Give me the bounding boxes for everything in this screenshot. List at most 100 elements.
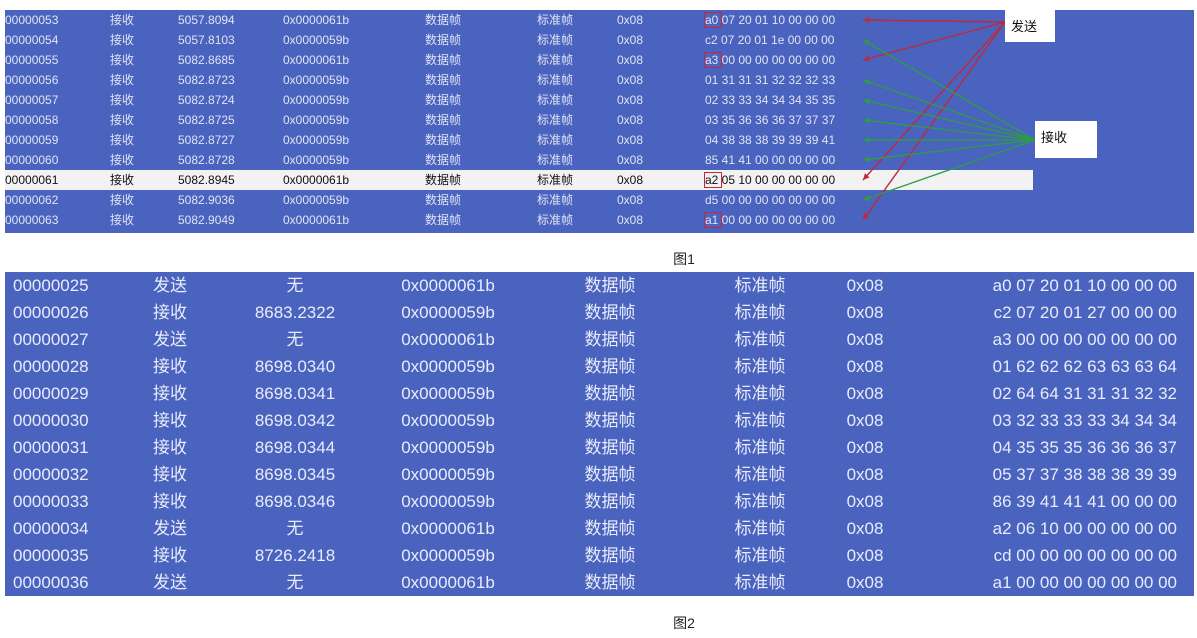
direction-cell: 接收 [153, 357, 187, 376]
direction-cell: 发送 [153, 276, 187, 295]
length-cell: 0x08 [617, 13, 644, 27]
data-cell: a0 07 20 01 10 00 00 00 [992, 276, 1177, 295]
direction-cell: 接收 [153, 384, 187, 403]
table-row[interactable]: 00000031 接收 8698.0344 0x0000059b 数据帧 标准帧 0x08 0… [5, 434, 1194, 461]
frame-format-cell: 标准帧 [537, 13, 574, 27]
table-row[interactable]: 00000032 接收 8698.0345 0x0000059b 数据帧 标准帧 0x08 0… [5, 461, 1194, 488]
frame-type-cell: 数据帧 [584, 573, 636, 592]
direction-cell: 接收 [110, 53, 135, 67]
frame-format-cell: 标准帧 [537, 213, 574, 227]
data-cell: 02 64 64 31 31 31 32 32 [992, 384, 1177, 403]
can-id-cell: 0x0000059b [401, 465, 495, 484]
table-row[interactable]: 00000054 接收 5057.8103 0x0000059b 数据帧 标准帧 0x08 c… [5, 30, 1033, 50]
frame-type-cell: 数据帧 [425, 93, 462, 107]
table-row[interactable]: 00000055 接收 5082.8685 0x0000061b 数据帧 标准帧 0x08 a… [5, 50, 1033, 70]
can-id-cell: 0x0000061b [283, 53, 350, 67]
frame-format-cell: 标准帧 [734, 330, 786, 349]
table-row[interactable]: 00000058 接收 5082.8725 0x0000059b 数据帧 标准帧 0x08 0… [5, 110, 1033, 130]
data-cell: a2 05 10 00 00 00 00 00 [705, 173, 836, 187]
red-arrow-icon [862, 19, 1006, 23]
frame-type-cell: 数据帧 [584, 357, 636, 376]
table-row[interactable]: 00000057 接收 5082.8724 0x0000059b 数据帧 标准帧 0x08 0… [5, 90, 1033, 110]
green-arrow-icon-head [863, 195, 870, 201]
time-cell: 5082.9036 [178, 193, 235, 207]
length-cell: 0x08 [846, 546, 884, 565]
table-row[interactable]: 00000036 发送 无 0x0000061b 数据帧 标准帧 0x08 a1 00 00 … [5, 569, 1194, 596]
can-id-cell: 0x0000061b [401, 276, 495, 295]
table-row[interactable]: 00000034 发送 无 0x0000061b 数据帧 标准帧 0x08 a2 06 10 … [5, 515, 1194, 542]
table-row[interactable]: 00000061 接收 5082.8945 0x0000061b 数据帧 标准帧 0x08 a… [5, 170, 1033, 190]
table-row[interactable]: 00000029 接收 8698.0341 0x0000059b 数据帧 标准帧 0x08 0… [5, 380, 1194, 407]
time-cell: 5057.8094 [178, 13, 235, 27]
table-row[interactable]: 00000056 接收 5082.8723 0x0000059b 数据帧 标准帧 0x08 0… [5, 70, 1033, 90]
direction-cell: 接收 [110, 13, 135, 27]
frame-type-cell: 数据帧 [425, 133, 462, 147]
direction-cell: 接收 [110, 113, 135, 127]
time-cell: 8698.0342 [254, 411, 336, 430]
figure1-annotation-arrows [862, 17, 1036, 221]
table-row[interactable]: 00000062 接收 5082.9036 0x0000059b 数据帧 标准帧 0x08 d… [5, 190, 1033, 210]
frame-format-cell: 标准帧 [734, 411, 786, 430]
green-arrow-icon [862, 119, 1036, 141]
frame-type-cell: 数据帧 [584, 303, 636, 322]
green-arrow-icon-head [863, 136, 870, 144]
red-arrow-icon-head [863, 55, 870, 62]
frame-type-cell: 数据帧 [425, 33, 462, 47]
table-row[interactable]: 00000028 接收 8698.0340 0x0000059b 数据帧 标准帧 0x08 0… [5, 353, 1194, 380]
table-row[interactable]: 00000033 接收 8698.0346 0x0000059b 数据帧 标准帧 0x08 8… [5, 488, 1194, 515]
frame-format-cell: 标准帧 [734, 492, 786, 511]
frame-type-cell: 数据帧 [425, 73, 462, 87]
length-cell: 0x08 [617, 213, 644, 227]
table-row[interactable]: 00000059 接收 5082.8727 0x0000059b 数据帧 标准帧 0x08 0… [5, 130, 1033, 150]
red-arrow-icon [862, 21, 1006, 181]
seq-cell: 00000032 [13, 465, 89, 484]
red-arrow-icon-head [863, 17, 870, 24]
time-cell: 5082.8723 [178, 73, 235, 87]
frame-format-cell: 标准帧 [537, 133, 574, 147]
seq-cell: 00000028 [13, 357, 89, 376]
can-id-cell: 0x0000059b [283, 113, 350, 127]
frame-type-cell: 数据帧 [584, 330, 636, 349]
time-cell: 无 [286, 573, 304, 592]
table-row[interactable]: 00000030 接收 8698.0342 0x0000059b 数据帧 标准帧 0x08 0… [5, 407, 1194, 434]
data-cell: 03 35 36 36 36 37 37 37 [705, 113, 836, 127]
seq-cell: 00000030 [13, 411, 89, 430]
table-row[interactable]: 00000027 发送 无 0x0000061b 数据帧 标准帧 0x08 a3 00 00 … [5, 326, 1194, 353]
frame-type-cell: 数据帧 [584, 519, 636, 538]
green-arrow-icon [862, 139, 1036, 161]
frame-format-cell: 标准帧 [537, 73, 574, 87]
data-byte-highlight [704, 52, 722, 68]
table-row[interactable]: 00000026 接收 8683.2322 0x0000059b 数据帧 标准帧 0x08 c… [5, 299, 1194, 326]
time-cell: 5082.9049 [178, 213, 235, 227]
data-cell: 02 33 33 34 34 34 35 35 [705, 93, 836, 107]
frame-format-cell: 标准帧 [537, 113, 574, 127]
table-row[interactable]: 00000060 接收 5082.8728 0x0000059b 数据帧 标准帧 0x08 8… [5, 150, 1033, 170]
data-byte-highlight [704, 212, 722, 228]
figure2-caption: 图2 [673, 615, 695, 631]
table-row[interactable]: 00000053 接收 5057.8094 0x0000061b 数据帧 标准帧 0x08 a… [5, 10, 1033, 30]
length-cell: 0x08 [617, 113, 644, 127]
seq-cell: 00000029 [13, 384, 89, 403]
frame-format-cell: 标准帧 [734, 546, 786, 565]
table-row[interactable]: 00000035 接收 8726.2418 0x0000059b 数据帧 标准帧 0x08 c… [5, 542, 1194, 569]
length-cell: 0x08 [617, 53, 644, 67]
time-cell: 8698.0340 [254, 357, 336, 376]
direction-cell: 接收 [153, 465, 187, 484]
table-row[interactable]: 00000025 发送 无 0x0000061b 数据帧 标准帧 0x08 a0 07 20 … [5, 272, 1194, 299]
length-cell: 0x08 [846, 384, 884, 403]
length-cell: 0x08 [617, 133, 644, 147]
can-id-cell: 0x0000059b [401, 411, 495, 430]
can-id-cell: 0x0000059b [401, 492, 495, 511]
table-row[interactable]: 00000063 接收 5082.9049 0x0000061b 数据帧 标准帧 0x08 a… [5, 210, 1033, 230]
seq-cell: 00000026 [13, 303, 89, 322]
time-cell: 5082.8724 [178, 93, 235, 107]
green-arrow-icon-head [863, 79, 870, 85]
time-cell: 5082.8728 [178, 153, 235, 167]
time-cell: 无 [286, 276, 304, 295]
time-cell: 8726.2418 [254, 546, 336, 565]
can-id-cell: 0x0000061b [401, 573, 495, 592]
can-id-cell: 0x0000059b [283, 73, 350, 87]
time-cell: 无 [286, 330, 304, 349]
frame-format-cell: 标准帧 [734, 573, 786, 592]
data-cell: cd 00 00 00 00 00 00 00 [993, 546, 1177, 565]
